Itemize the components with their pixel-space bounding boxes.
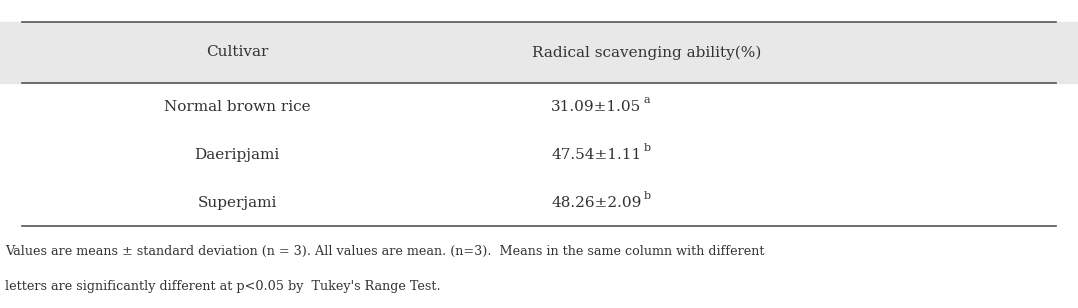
Text: 48.26±2.09: 48.26±2.09 [551,196,641,209]
Text: Daeripjami: Daeripjami [194,148,280,162]
Bar [0,22,1078,83]
Text: letters are significantly different at p<0.05 by  Tukey's Range Test.: letters are significantly different at p… [5,280,441,293]
Text: Radical scavenging ability(%): Radical scavenging ability(%) [533,45,761,59]
Text: 31.09±1.05: 31.09±1.05 [551,100,641,114]
Text: b: b [644,191,651,201]
Text: b: b [644,143,651,153]
Text: a: a [644,95,650,105]
Text: Cultivar: Cultivar [206,45,268,59]
Text: Values are means ± standard deviation (n = 3). All values are mean. (n=3).  Mean: Values are means ± standard deviation (n… [5,245,765,258]
Text: 47.54±1.11: 47.54±1.11 [551,148,641,162]
Text: Normal brown rice: Normal brown rice [164,100,310,114]
Text: Superjami: Superjami [197,196,277,209]
